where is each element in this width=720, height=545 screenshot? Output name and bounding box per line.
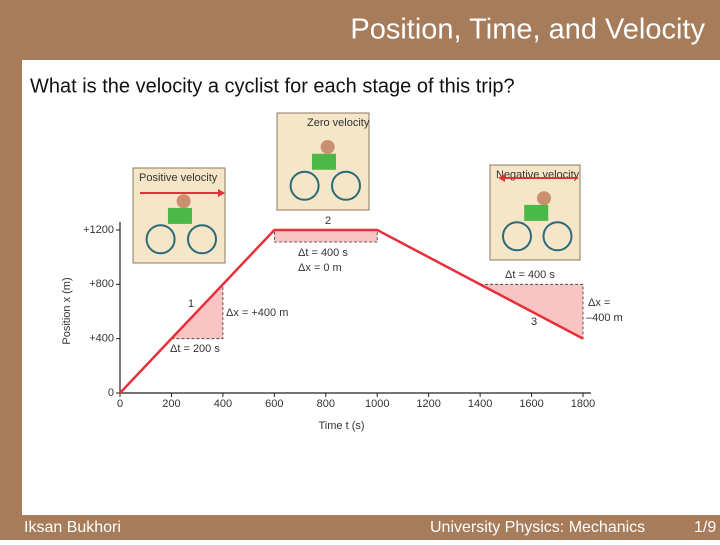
annotation: Δx = [588,297,610,309]
bike-wheel [502,221,532,252]
annotation: Δt = 400 s [298,247,348,259]
arrow-head [218,189,225,197]
page-number: 1/9 [694,519,716,536]
picture-label: Negative velocity [496,169,580,181]
annotation: 2 [325,215,331,227]
bike-wheel [145,224,176,255]
rider-body [311,153,336,170]
delta-band [273,229,378,243]
x-tick-label: 1200 [416,398,440,410]
footer-author: Iksan Bukhori [24,519,121,536]
annotation: 1 [188,298,194,310]
footer-course: University Physics: Mechanics [430,519,645,536]
x-tick-label: 0 [117,398,123,410]
position-line [119,228,584,394]
picture-label: Positive velocity [139,172,218,184]
rider-head [537,191,551,206]
y-tick-label: +800 [89,278,114,290]
x-tick-label: 1600 [519,398,543,410]
x-tick-label: 1800 [571,398,595,410]
arrow-head [498,174,505,182]
annotation: 3 [531,316,537,328]
picture-label: Zero velocity [307,117,370,129]
y-tick-label: +400 [89,333,114,345]
delta-triangle [170,283,224,340]
content-area [22,60,720,515]
y-tick-label: +1200 [83,224,114,236]
rider-head [176,194,191,209]
y-axis-label: Position x (m) [61,277,73,344]
x-tick-label: 200 [162,398,180,410]
bike-wheel [187,224,217,255]
annotation: Δx = 0 m [298,262,342,274]
annotation: Δt = 400 s [505,269,555,281]
rider-body [167,207,192,224]
rider-body [524,204,549,221]
question: What is the velocity a cyclist for each … [30,75,515,97]
x-tick-label: 600 [265,398,283,410]
x-tick-label: 800 [317,398,335,410]
x-tick-label: 400 [214,398,232,410]
bike-wheel [331,170,361,201]
x-axis-label: Time t (s) [318,420,364,432]
y-tick-label: 0 [108,387,114,399]
x-tick-label: 1400 [468,398,492,410]
annotation: Δt = 200 s [170,343,220,355]
bike-wheel [542,221,573,252]
annotation: –400 m [586,312,623,324]
x-tick-label: 1000 [365,398,389,410]
bike-wheel [289,170,320,201]
rider-head [320,139,335,154]
annotation: Δx = +400 m [226,307,288,319]
slide-title: Position, Time, and Velocity [350,14,705,46]
